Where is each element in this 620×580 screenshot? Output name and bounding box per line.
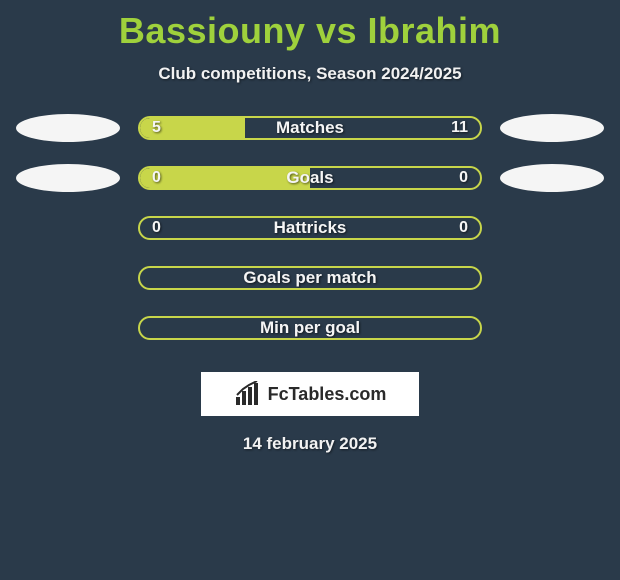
stats-rows: 5 11 Matches 0 0 Goals 0 0 Hattricks Goals per ma… bbox=[0, 114, 620, 342]
player-right-avatar bbox=[500, 114, 604, 142]
stat-right-value: 11 bbox=[451, 119, 468, 137]
stat-label: Min per goal bbox=[260, 318, 360, 338]
stat-row: 5 11 Matches bbox=[0, 114, 620, 142]
stat-left-value: 5 bbox=[152, 119, 161, 137]
logo-box[interactable]: FcTables.com bbox=[201, 372, 419, 416]
page-title: Bassiouny vs Ibrahim bbox=[0, 0, 620, 52]
chart-icon bbox=[234, 381, 262, 407]
date-text: 14 february 2025 bbox=[0, 434, 620, 454]
app-root: Bassiouny vs Ibrahim Club competitions, … bbox=[0, 0, 620, 580]
stat-label: Goals bbox=[286, 168, 333, 188]
logo-text: FcTables.com bbox=[268, 384, 387, 405]
stat-bar: 0 0 Goals bbox=[138, 166, 482, 190]
stat-bar: Goals per match bbox=[138, 266, 482, 290]
stat-row: 0 0 Goals bbox=[0, 164, 620, 192]
stat-right-value: 0 bbox=[459, 219, 468, 237]
stat-left-value: 0 bbox=[152, 169, 161, 187]
stat-row: 0 0 Hattricks bbox=[0, 214, 620, 242]
stat-label: Goals per match bbox=[243, 268, 376, 288]
stat-label: Matches bbox=[276, 118, 344, 138]
player-left-avatar bbox=[16, 164, 120, 192]
player-left-avatar bbox=[16, 114, 120, 142]
stat-row: Goals per match bbox=[0, 264, 620, 292]
stat-right-value: 0 bbox=[459, 169, 468, 187]
stat-bar: 0 0 Hattricks bbox=[138, 216, 482, 240]
player-right-avatar bbox=[500, 164, 604, 192]
page-subtitle: Club competitions, Season 2024/2025 bbox=[0, 64, 620, 84]
stat-bar: Min per goal bbox=[138, 316, 482, 340]
stat-left-value: 0 bbox=[152, 219, 161, 237]
stat-bar-fill bbox=[140, 168, 310, 188]
stat-row: Min per goal bbox=[0, 314, 620, 342]
stat-label: Hattricks bbox=[274, 218, 347, 238]
stat-bar: 5 11 Matches bbox=[138, 116, 482, 140]
